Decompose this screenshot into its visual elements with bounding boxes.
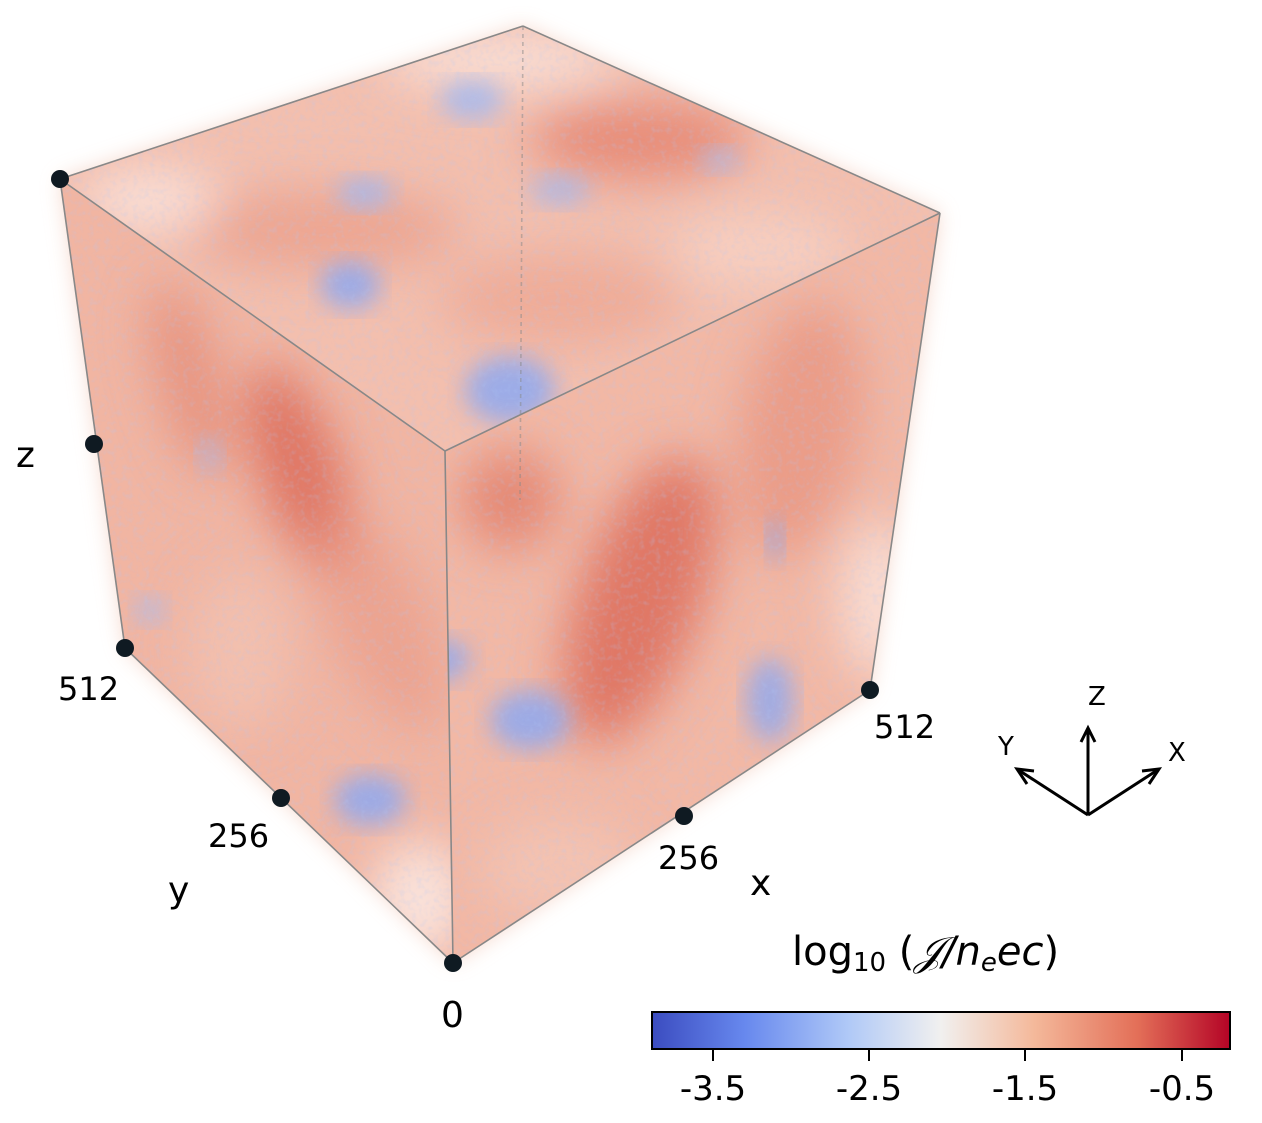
y-tick-256-marker: [272, 789, 290, 807]
axis-markers: [51, 170, 879, 972]
x-tick-256: 256: [658, 839, 720, 877]
colorbar-gradient: [651, 1011, 1231, 1050]
colorbar-tick-label: -1.5: [991, 1069, 1059, 1109]
colorbar-title: log10 (𝒥/neec): [792, 929, 1060, 978]
colorbar-tick-label: -0.5: [1148, 1069, 1216, 1109]
x-tick-512-marker: [861, 681, 879, 699]
colorbar: [651, 1011, 1231, 1061]
x-axis-label: x: [750, 863, 772, 904]
colorbar-tick-marks: [712, 1049, 1183, 1061]
origin-label: 0: [441, 995, 464, 1036]
x-tick-256-marker: [675, 807, 693, 825]
z-tick-top-marker: [51, 170, 69, 188]
triad-z-label: Z: [1088, 682, 1106, 712]
triad-y-label: Y: [998, 732, 1014, 762]
orientation-triad: [1013, 724, 1163, 817]
origin-marker: [444, 954, 462, 972]
z-tick-mid-marker: [85, 435, 103, 453]
triad-x-label: X: [1168, 738, 1186, 768]
y-tick-512-marker: [116, 639, 134, 657]
z-axis-label: z: [16, 435, 35, 476]
x-tick-512: 512: [874, 708, 936, 746]
y-tick-256: 256: [208, 817, 270, 855]
colorbar-tick-label: -2.5: [835, 1069, 903, 1109]
volume-cube: [60, 26, 940, 963]
y-axis-label: y: [168, 870, 190, 911]
y-tick-512: 512: [58, 670, 120, 708]
bounding-box-wireframe: [59, 25, 941, 964]
colorbar-tick-label: -3.5: [679, 1069, 747, 1109]
